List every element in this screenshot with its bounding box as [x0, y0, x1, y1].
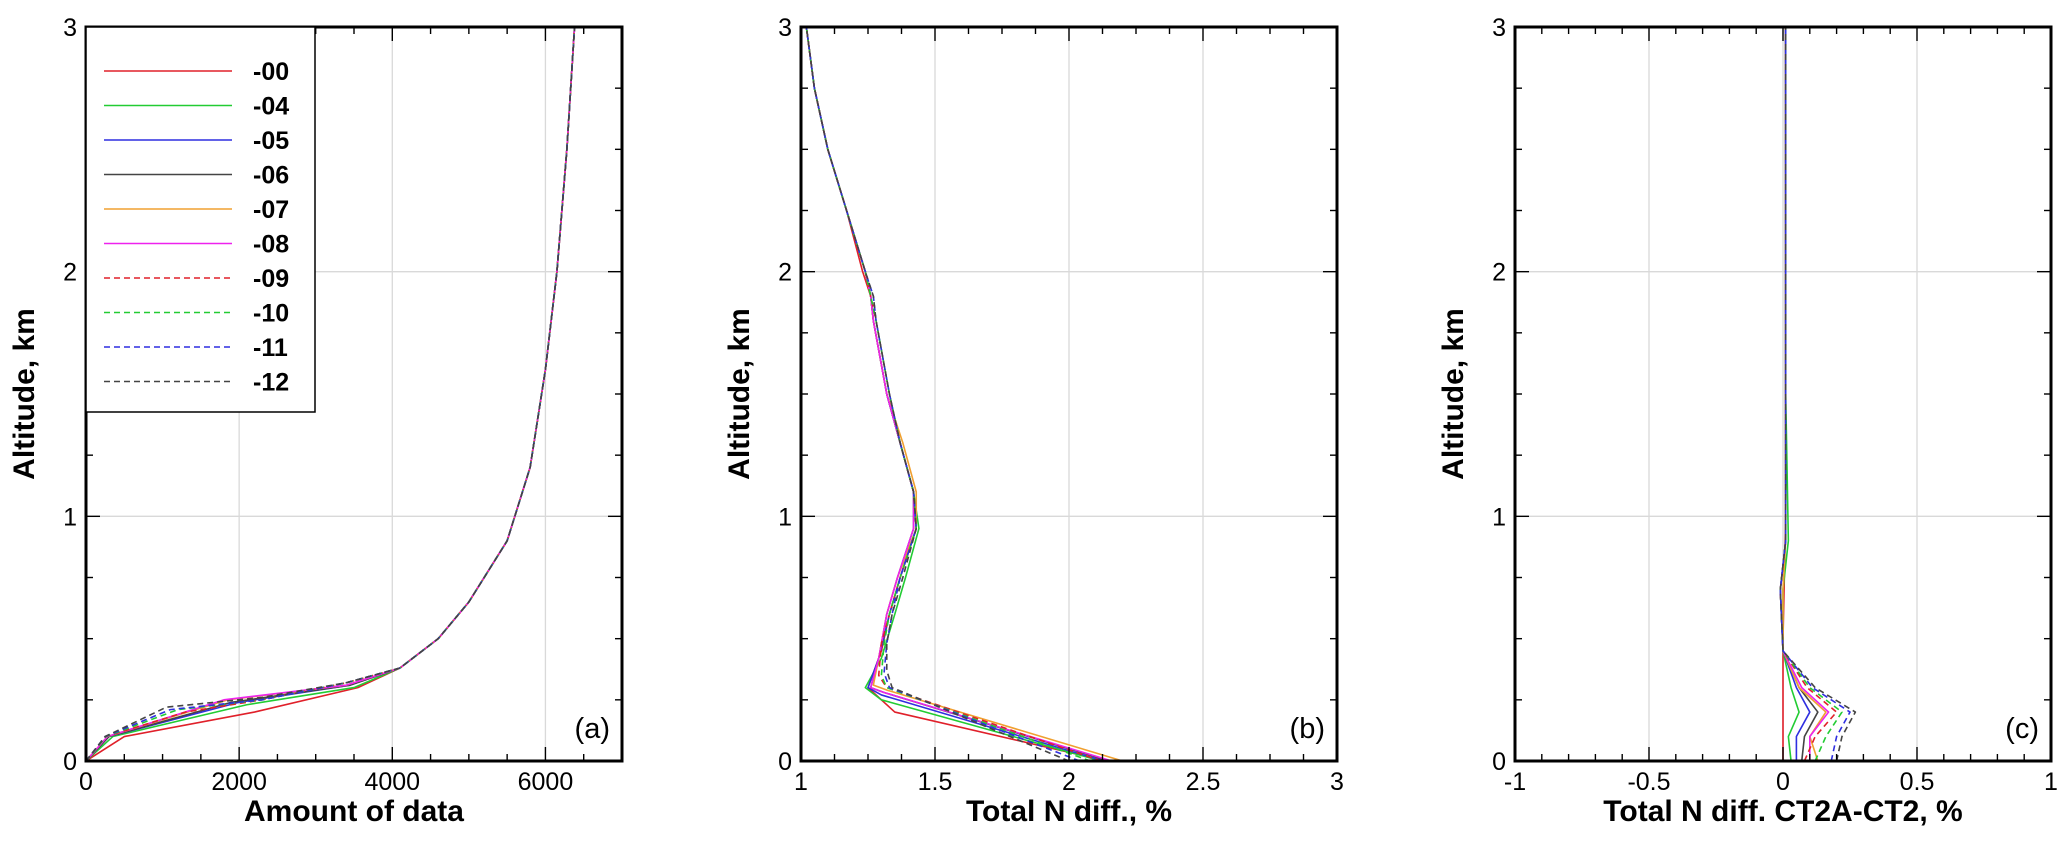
y-axis-title: Altitude, km [1437, 308, 1470, 480]
x-tick-label: 3 [1330, 768, 1344, 796]
legend-label: -07 [253, 196, 289, 224]
chart-panel-1: 0 2000 4000 6000 0 1 2 3 Amount of data Altitude,… [8, 14, 624, 828]
x-tick-label: 2.5 [1186, 768, 1221, 796]
y-tick-label: 1 [1492, 503, 1506, 531]
legend-label: -10 [253, 300, 289, 328]
series-group [86, 27, 576, 761]
panel-label: (a) [575, 713, 610, 745]
panel-label: (b) [1290, 713, 1325, 745]
legend-box [85, 26, 316, 413]
series-line-08 [805, 27, 1113, 761]
series-line-09 [1779, 27, 1838, 761]
legend-label: -05 [253, 127, 289, 155]
series-line-07 [1782, 27, 1827, 761]
legend: -00 -04 -05 -06 -07 -08 -09 -10 -11 -12 [85, 26, 316, 413]
legend-label: -08 [253, 231, 289, 259]
y-tick-label: 2 [63, 259, 77, 287]
series-line-05 [805, 27, 1105, 761]
legend-label: -00 [253, 58, 289, 86]
plot-frame [1513, 25, 2053, 763]
series-line-00 [805, 27, 1107, 761]
x-tick-label: -0.5 [1627, 768, 1670, 796]
y-axis-title: Altitude, km [723, 308, 756, 480]
x-tick-label: 2 [1062, 768, 1076, 796]
x-tick-label: 1 [2044, 768, 2058, 796]
x-tick-label: 2000 [211, 768, 267, 796]
x-tick-label: 0 [1776, 768, 1790, 796]
series-line-07 [805, 27, 1123, 761]
series-line-11 [805, 27, 1081, 761]
legend-label: -12 [253, 369, 289, 397]
x-tick-label: 0.5 [1900, 768, 1935, 796]
x-tick-label: 1.5 [918, 768, 953, 796]
series-line-10 [805, 27, 1091, 761]
legend-label: -06 [253, 162, 289, 190]
plot-frame [799, 25, 1339, 763]
series-group [1779, 27, 1857, 761]
x-tick-label: 0 [79, 768, 93, 796]
legend-label: -04 [253, 93, 289, 121]
x-axis-title: Total N diff., % [966, 795, 1172, 828]
series-line-09 [805, 27, 1102, 761]
y-tick-label: 1 [778, 503, 792, 531]
series-line-11 [1779, 27, 1851, 761]
panel-label: (c) [2005, 713, 2039, 745]
y-tick-label: 2 [778, 259, 792, 287]
x-tick-label: 1 [794, 768, 808, 796]
y-tick-label: 3 [63, 14, 77, 42]
x-axis-title: Total N diff. CT2A-CT2, % [1603, 795, 1962, 828]
series-line-12 [1779, 27, 1857, 761]
series-line-08 [1779, 27, 1830, 761]
legend-label: -11 [253, 334, 288, 362]
series-line-04 [805, 27, 1102, 761]
series-group [805, 27, 1123, 761]
chart-panel-3: -1 -0.5 0 0.5 1 0 1 2 3 Total N diff. CT2A-CT2, %… [1437, 14, 2058, 828]
y-tick-label: 0 [778, 748, 792, 776]
x-tick-label: 6000 [518, 768, 574, 796]
y-tick-label: 3 [778, 14, 792, 42]
x-axis-title: Amount of data [244, 795, 464, 828]
y-tick-label: 2 [1492, 259, 1506, 287]
series-line-10 [1779, 27, 1843, 761]
y-tick-label: 1 [63, 503, 77, 531]
series-line-05 [1779, 27, 1811, 761]
x-tick-label: 4000 [364, 768, 420, 796]
x-tick-label: -1 [1504, 768, 1526, 796]
series-line-12 [86, 27, 576, 761]
y-tick-label: 0 [63, 748, 77, 776]
y-axis-title: Altitude, km [8, 308, 41, 480]
legend-label: -09 [253, 265, 289, 293]
y-tick-label: 0 [1492, 748, 1506, 776]
series-line-12 [805, 27, 1070, 761]
series-line-06 [805, 27, 1110, 761]
y-tick-label: 3 [1492, 14, 1506, 42]
